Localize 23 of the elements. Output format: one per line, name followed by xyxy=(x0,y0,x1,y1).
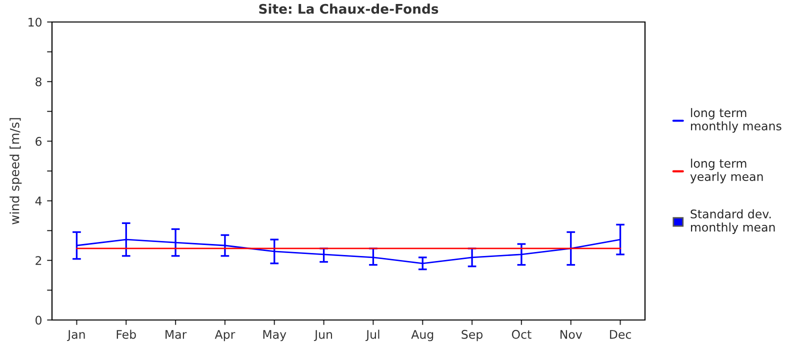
x-tick-label: Mar xyxy=(166,330,187,339)
chart-title: Site: La Chaux-de-Fonds xyxy=(259,4,438,14)
x-tick-label: Apr xyxy=(214,330,236,342)
legend-label: long term yearly mean xyxy=(690,158,763,184)
text: Standard dev. monthly mean xyxy=(690,209,775,234)
y-tick-label: 2 xyxy=(36,256,42,265)
x-tick-label: Jul xyxy=(365,330,380,342)
legend-label: long term monthly means xyxy=(691,108,782,133)
x-tick-label: Oct xyxy=(512,330,532,339)
y-tick-label: 8 xyxy=(36,77,42,86)
y-axis-title: wind speed [m/s] xyxy=(10,118,22,224)
x-tick-label: Dec xyxy=(610,330,631,339)
x-tick-label: Jun xyxy=(314,330,332,342)
y-tick-label: 4 xyxy=(35,196,42,206)
x-tick-label: Nov xyxy=(560,330,582,339)
x-tick-label: May xyxy=(263,330,286,342)
x-tick-label: Sep xyxy=(462,330,483,342)
x-tick-label: Aug xyxy=(411,330,434,342)
x-tick-label: Feb xyxy=(116,330,136,339)
x-tick-label: Jan xyxy=(67,330,85,342)
y-tick-label: 6 xyxy=(36,136,42,146)
y-tick-label: 0 xyxy=(36,316,42,325)
y-tick-label: 10 xyxy=(28,18,42,27)
